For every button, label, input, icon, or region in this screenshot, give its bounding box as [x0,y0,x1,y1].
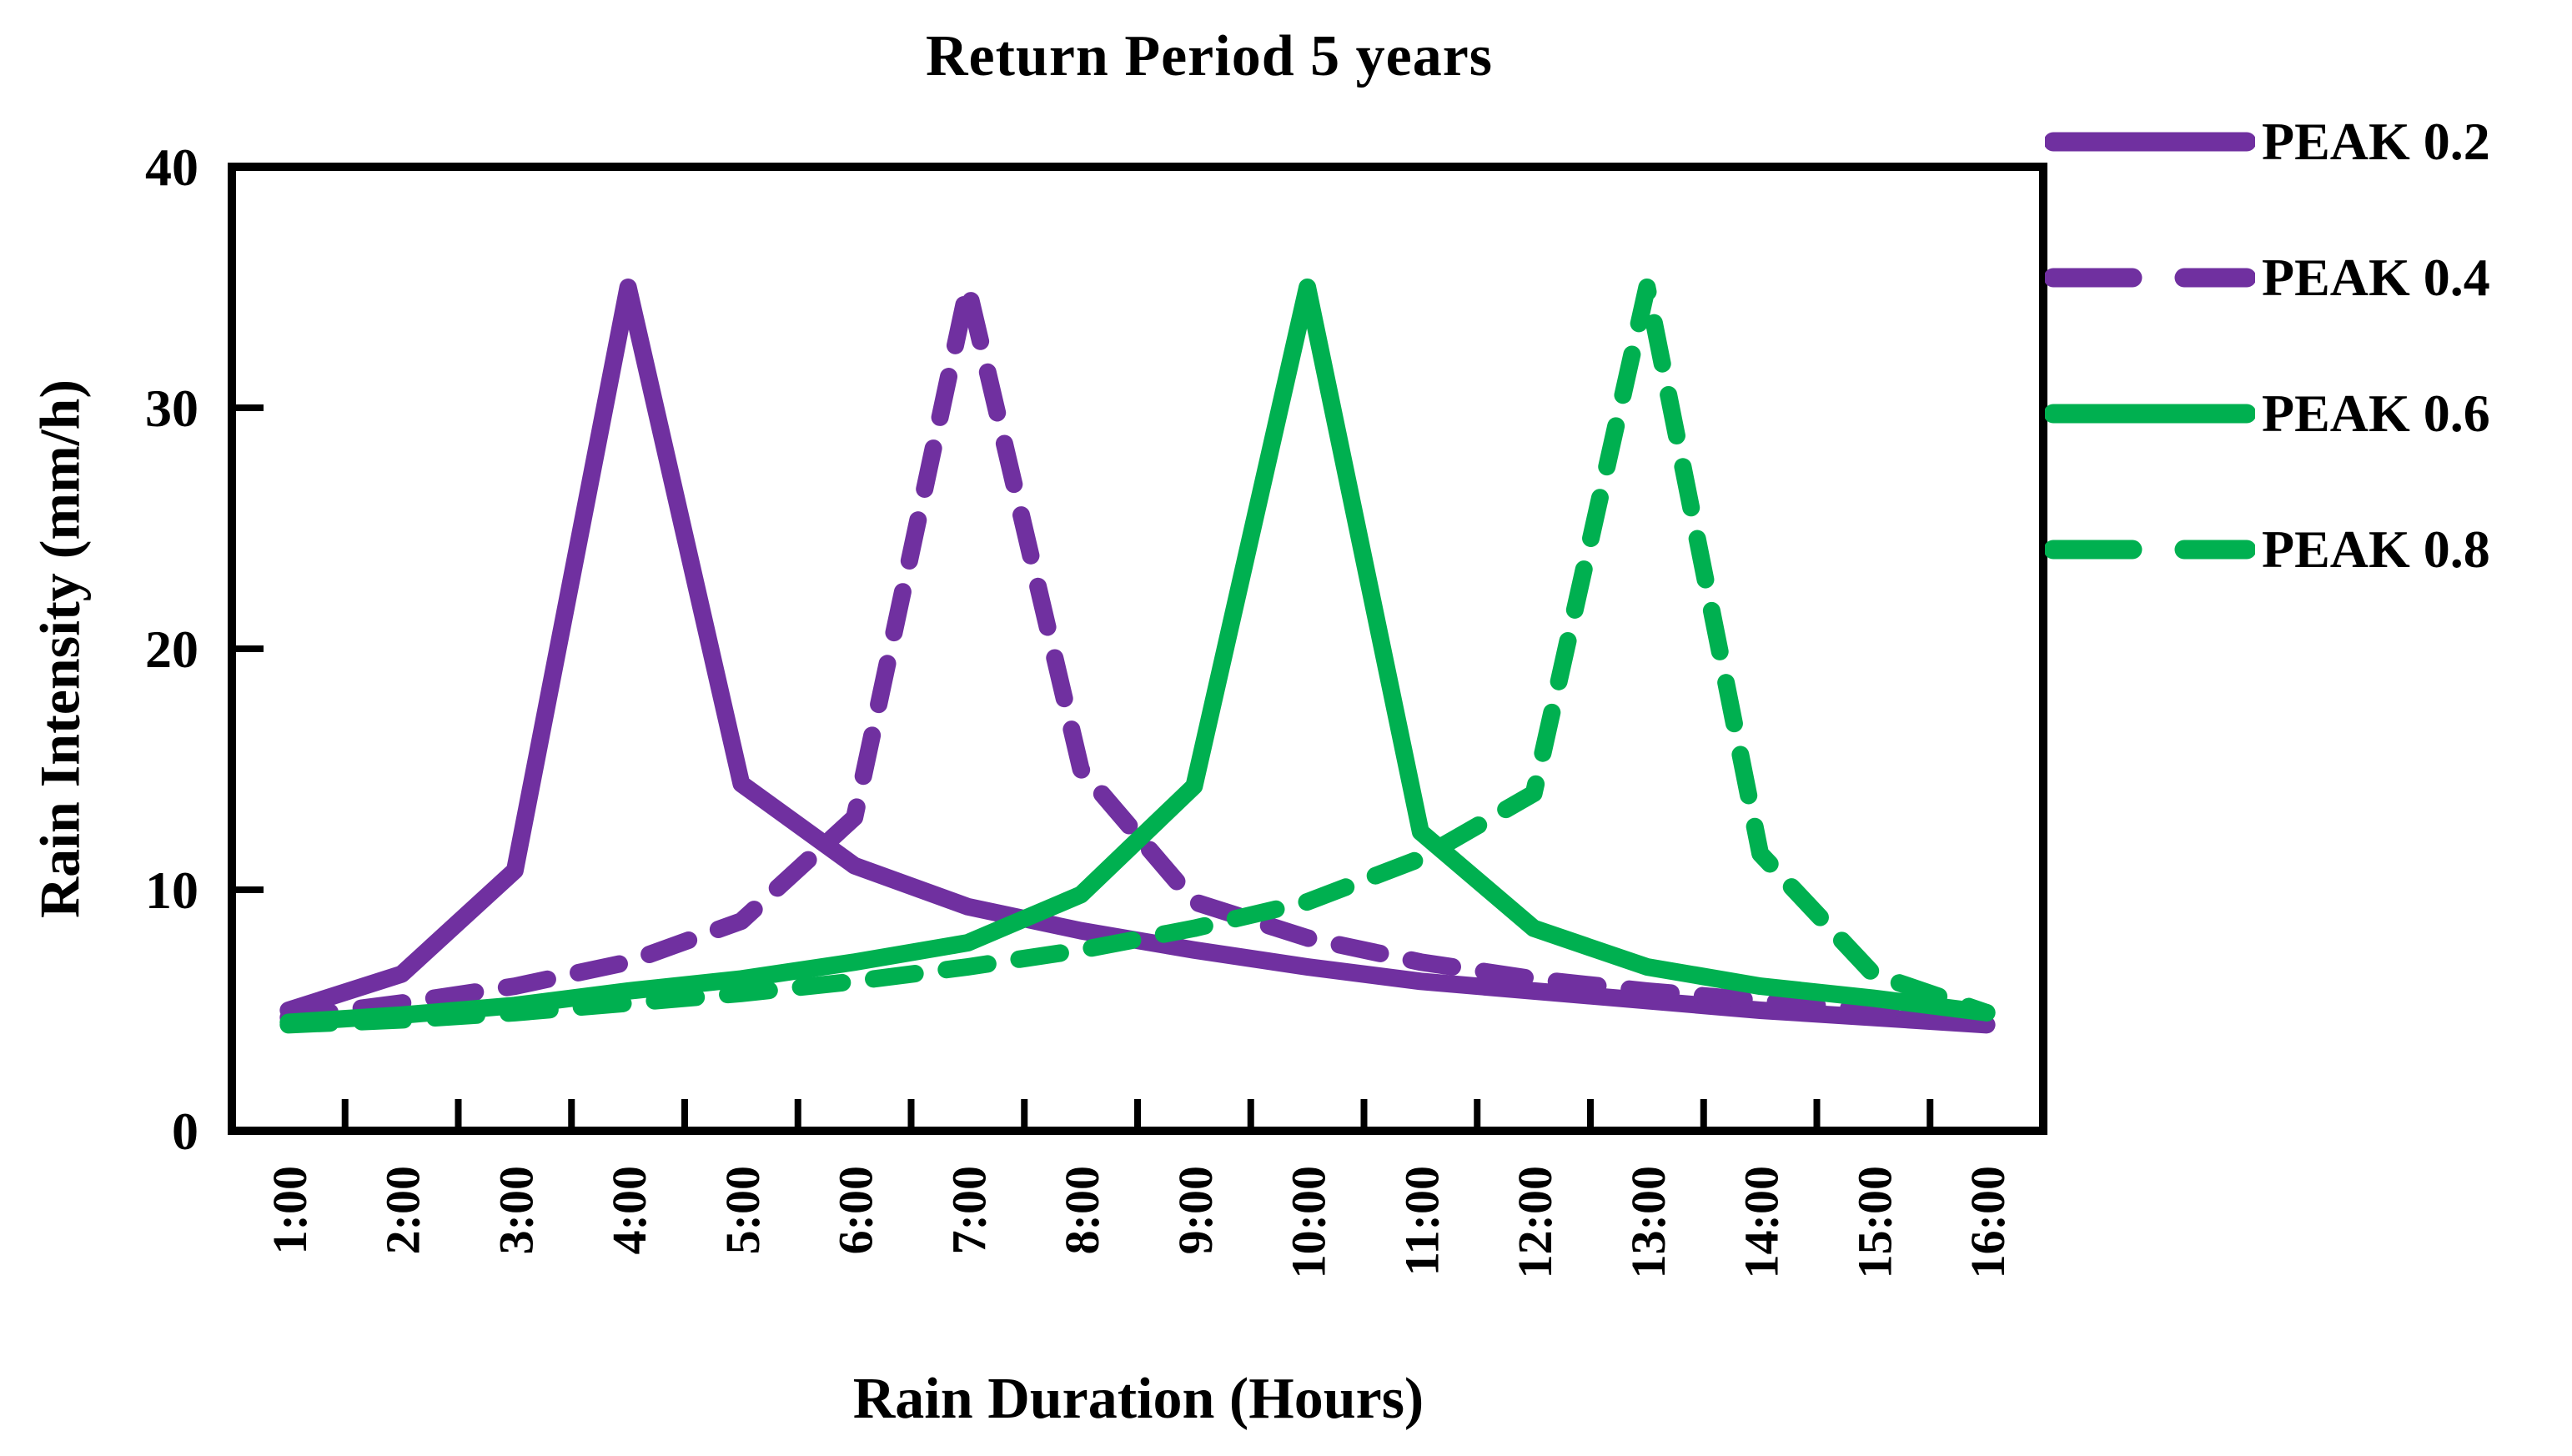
x-tick-label: 9:00 [1168,1166,1223,1254]
legend-label: PEAK 0.2 [2262,111,2490,171]
legend-item-peak-0-2: PEAK 0.2 [2045,73,2562,209]
x-tick-label: 10:00 [1282,1166,1336,1278]
legend-label: PEAK 0.6 [2262,383,2490,443]
legend-line-solid-purple-icon [2045,132,2255,151]
x-axis-title: Rain Duration (Hours) [852,1367,1424,1431]
y-tick-label: 10 [145,861,198,920]
series-line-peak-0-6 [279,279,1996,1032]
x-tick-label: 5:00 [716,1166,770,1254]
legend: PEAK 0.2 PEAK 0.4 PEAK 0.6 PEAK 0.8 [2045,73,2562,617]
legend-line-dashed-green-icon [2045,540,2255,559]
legend-label: PEAK 0.8 [2262,519,2490,579]
series-line-peak-0-4 [279,279,1996,1027]
chart-title: Return Period 5 years [925,24,1494,88]
legend-label: PEAK 0.4 [2262,247,2490,307]
legend-item-peak-0-4: PEAK 0.4 [2045,209,2562,345]
x-tick-label: 2:00 [376,1166,430,1254]
legend-line-solid-green-icon [2045,404,2255,423]
x-tick-label: 15:00 [1847,1166,1901,1278]
x-tick-label: 16:00 [1961,1166,2015,1278]
series-line-peak-0-2 [279,279,1996,1034]
x-tick-label: 12:00 [1508,1166,1562,1278]
legend-item-peak-0-6: PEAK 0.6 [2045,345,2562,481]
y-axis: 0 10 20 30 40 [145,138,264,1161]
x-tick-label: 3:00 [489,1166,543,1254]
legend-line-dashed-purple-icon [2045,268,2255,287]
x-tick-label: 13:00 [1621,1166,1675,1278]
plot-frame [228,163,2047,1135]
y-tick-label: 40 [145,138,198,197]
x-axis: 1:00 2:00 3:00 4:00 5:00 6:00 7:00 8:00 9:00 10:0… [263,1099,2015,1278]
x-tick-label: 8:00 [1055,1166,1109,1254]
x-tick-label: 11:00 [1394,1166,1449,1276]
y-tick-label: 30 [145,379,198,438]
x-tick-label: 7:00 [942,1166,996,1254]
x-tick-label: 1:00 [263,1166,317,1254]
y-tick-label: 0 [172,1102,198,1161]
x-tick-label: 14:00 [1735,1166,1789,1278]
legend-item-peak-0-8: PEAK 0.8 [2045,481,2562,617]
x-tick-label: 4:00 [602,1166,656,1254]
y-tick-label: 20 [145,620,198,679]
series-line-peak-0-8 [279,279,1996,1034]
x-tick-label: 6:00 [829,1166,883,1254]
